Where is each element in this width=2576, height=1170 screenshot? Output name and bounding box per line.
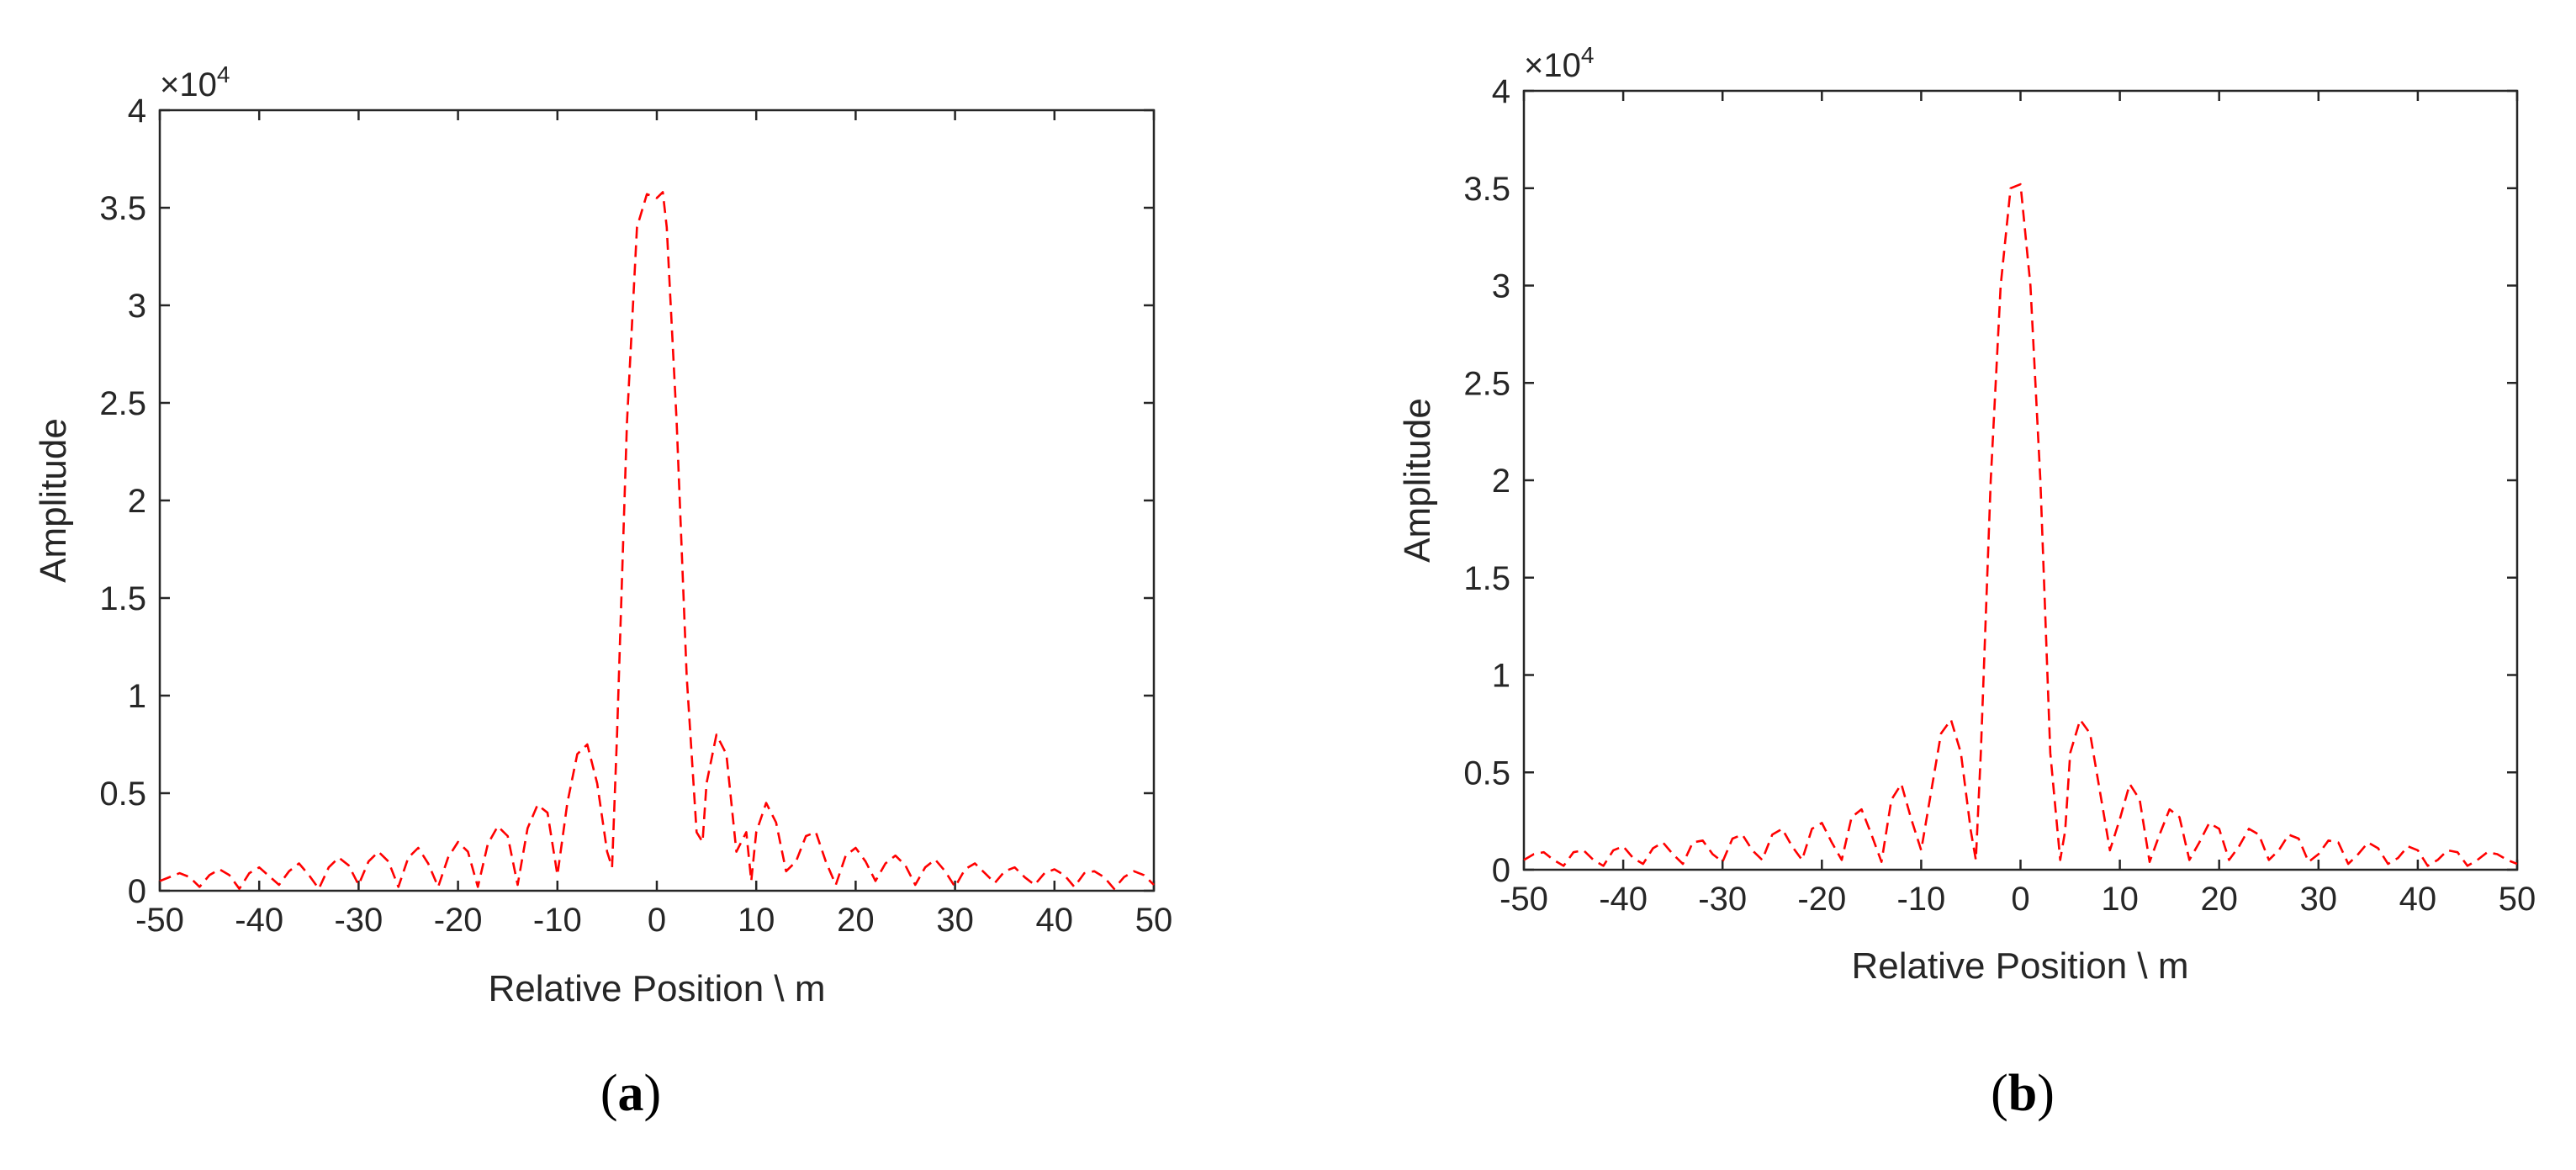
y-tick-label: 0 <box>1492 852 1510 889</box>
y-tick-label: 0.5 <box>99 776 146 813</box>
x-ticks-a: -50 -40 -30 -20 -10 0 10 20 30 40 50 <box>135 110 1172 939</box>
y-tick-label: 1 <box>128 678 146 715</box>
plot-frame-a <box>158 109 1156 892</box>
x-tick-label: -50 <box>135 902 184 939</box>
y-exponent-label-a: ×104 <box>160 61 230 103</box>
y-tick-label: 1 <box>1492 658 1510 695</box>
x-ticks-b: -50 -40 -30 -20 -10 0 10 20 30 40 50 <box>1500 91 2536 918</box>
y-tick-label: 4 <box>1492 73 1510 110</box>
x-tick-label: 0 <box>2011 881 2029 918</box>
x-tick-label: -40 <box>1599 881 1648 918</box>
panel-label-b: (b) <box>1991 1065 2055 1122</box>
y-exponent-label-b: ×104 <box>1524 42 1594 84</box>
y-axis-title-a: Amplitude <box>33 418 74 583</box>
x-tick-label: 30 <box>936 902 974 939</box>
x-tick-label: 20 <box>2200 881 2238 918</box>
y-tick-label: 4 <box>128 93 146 130</box>
series-line-b <box>1523 183 2518 867</box>
y-tick-label: 2 <box>128 483 146 520</box>
y-tick-label: 3 <box>128 288 146 325</box>
x-tick-label: 30 <box>2300 881 2338 918</box>
x-axis-title-a: Relative Position \ m <box>488 968 825 1009</box>
chart-panel-b: -50 -40 -30 -20 -10 0 10 20 30 40 50 0 0.5 1 1.5 2 2.5 3… <box>1397 42 2536 1122</box>
x-tick-label: 10 <box>2101 881 2139 918</box>
y-ticks-b: 0 0.5 1 1.5 2 2.5 3 3.5 4 <box>1463 73 2517 889</box>
x-tick-label: -20 <box>434 902 483 939</box>
y-tick-label: 3.5 <box>99 190 146 227</box>
y-tick-label: 2.5 <box>1463 365 1510 402</box>
y-axis-title-b: Amplitude <box>1397 398 1438 563</box>
x-tick-label: -50 <box>1500 881 1548 918</box>
y-tick-label: 0 <box>128 873 146 910</box>
x-axis-title-b: Relative Position \ m <box>1851 945 2188 987</box>
x-tick-label: -30 <box>334 902 383 939</box>
y-tick-label: 3 <box>1492 268 1510 305</box>
x-tick-label: 20 <box>837 902 875 939</box>
y-tick-label: 0.5 <box>1463 754 1510 791</box>
y-tick-label: 1.5 <box>99 580 146 617</box>
x-tick-label: -30 <box>1698 881 1747 918</box>
y-ticks-a: 0 0.5 1 1.5 2 2.5 3 3.5 4 <box>99 93 1154 910</box>
chart-panel-a: -50 -40 -30 -20 -10 0 10 20 30 40 50 0 0.5 1 1.5 2 2.5 3… <box>33 61 1172 1122</box>
series-line-a <box>159 191 1155 890</box>
x-tick-label: 40 <box>2399 881 2437 918</box>
x-tick-label: -20 <box>1797 881 1846 918</box>
plot-frame-b <box>1522 89 2519 871</box>
series-group-b <box>1523 183 2518 867</box>
x-tick-label: 40 <box>1036 902 1074 939</box>
y-tick-label: 2 <box>1492 463 1510 500</box>
y-tick-label: 2.5 <box>99 385 146 422</box>
y-tick-label: 1.5 <box>1463 560 1510 597</box>
x-tick-label: 0 <box>648 902 666 939</box>
x-tick-label: 10 <box>738 902 775 939</box>
x-tick-label: -10 <box>1896 881 1945 918</box>
x-tick-label: 50 <box>1135 902 1173 939</box>
y-tick-label: 3.5 <box>1463 171 1510 208</box>
panel-label-a: (a) <box>600 1065 661 1122</box>
x-tick-label: -10 <box>533 902 582 939</box>
x-tick-label: 50 <box>2499 881 2536 918</box>
series-group-a <box>159 191 1155 890</box>
x-tick-label: -40 <box>235 902 283 939</box>
